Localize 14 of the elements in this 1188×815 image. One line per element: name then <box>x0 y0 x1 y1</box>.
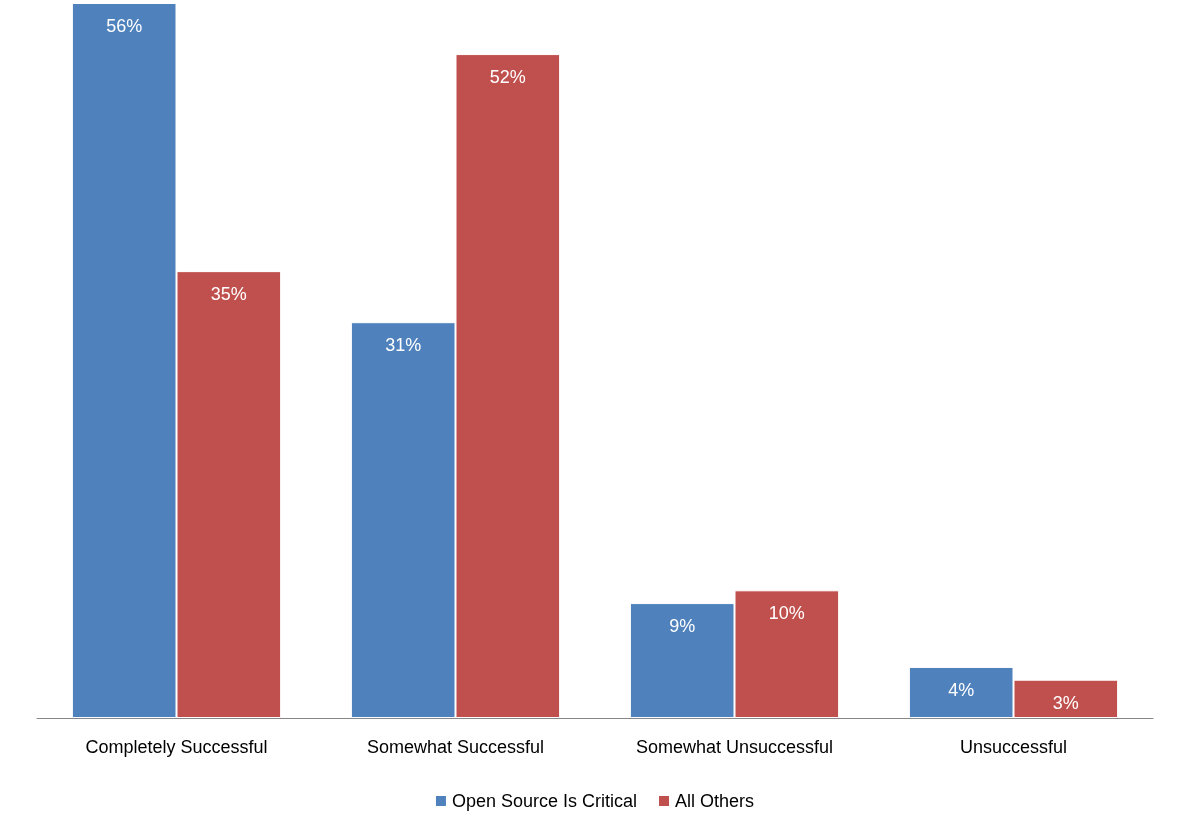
data-label: 10% <box>768 603 805 624</box>
data-label: 9% <box>669 616 696 637</box>
data-label: 35% <box>210 284 247 305</box>
data-label: 31% <box>385 335 422 356</box>
data-label: 4% <box>948 679 975 700</box>
x-tick-label: Completely Successful <box>85 737 268 757</box>
x-tick-label: Somewhat Unsuccessful <box>635 737 834 757</box>
data-label: 56% <box>106 16 143 36</box>
x-tick-label: Somewhat Successful <box>366 737 545 757</box>
x-tick-label: Unsuccessful <box>959 737 1068 757</box>
data-label: 3% <box>1052 692 1079 713</box>
legend-label: All Others <box>675 791 755 811</box>
data-label: 52% <box>489 67 526 88</box>
legend-label: Open Source Is Critical <box>451 791 638 811</box>
